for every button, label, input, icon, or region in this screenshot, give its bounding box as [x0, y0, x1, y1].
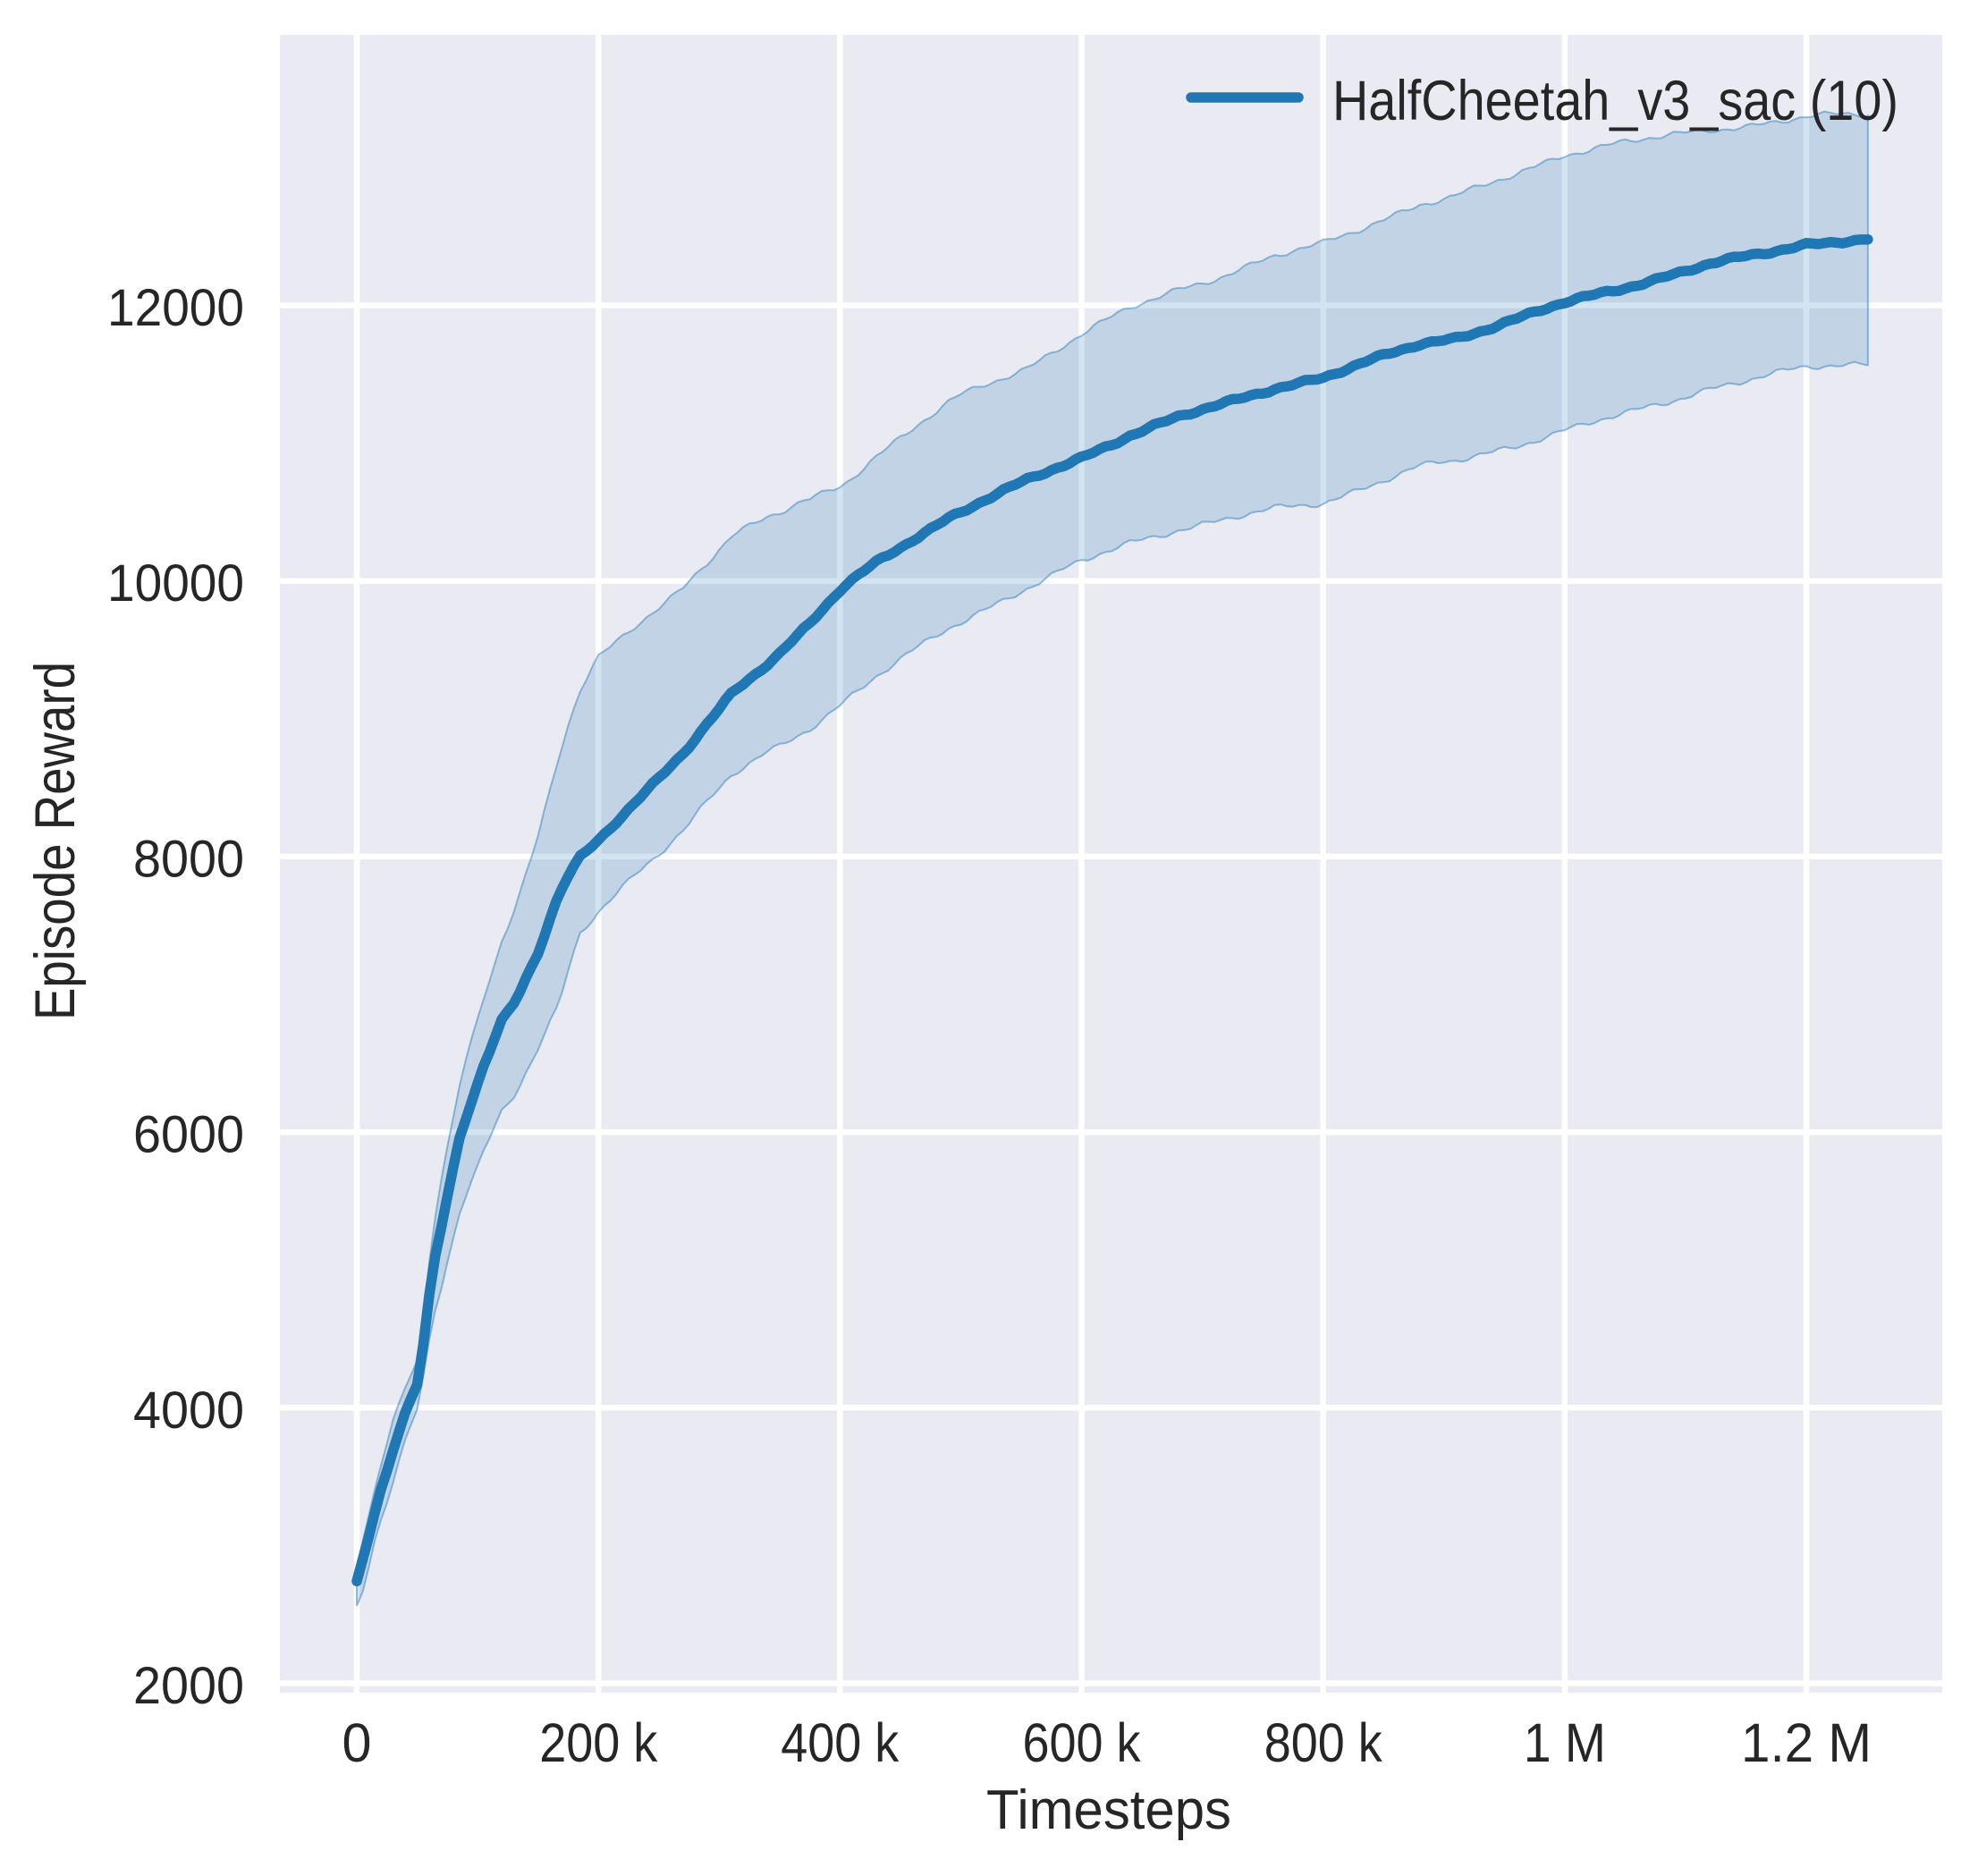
svg-text:400 k: 400 k: [781, 1712, 899, 1773]
svg-text:8000: 8000: [133, 830, 244, 888]
svg-text:Episode Reward: Episode Reward: [24, 662, 86, 1020]
svg-text:Timesteps: Timesteps: [986, 1779, 1231, 1841]
svg-text:2000: 2000: [133, 1657, 244, 1715]
svg-text:1.2 M: 1.2 M: [1741, 1712, 1872, 1773]
svg-text:HalfCheetah_v3_sac (10): HalfCheetah_v3_sac (10): [1332, 70, 1898, 132]
svg-text:0: 0: [342, 1712, 372, 1773]
svg-text:600 k: 600 k: [1023, 1712, 1141, 1773]
svg-text:800 k: 800 k: [1264, 1712, 1382, 1773]
svg-text:200 k: 200 k: [539, 1712, 657, 1773]
svg-text:1 M: 1 M: [1524, 1712, 1606, 1773]
svg-text:4000: 4000: [133, 1382, 244, 1440]
svg-text:10000: 10000: [107, 554, 244, 613]
svg-text:6000: 6000: [133, 1106, 244, 1164]
svg-text:12000: 12000: [107, 279, 244, 337]
